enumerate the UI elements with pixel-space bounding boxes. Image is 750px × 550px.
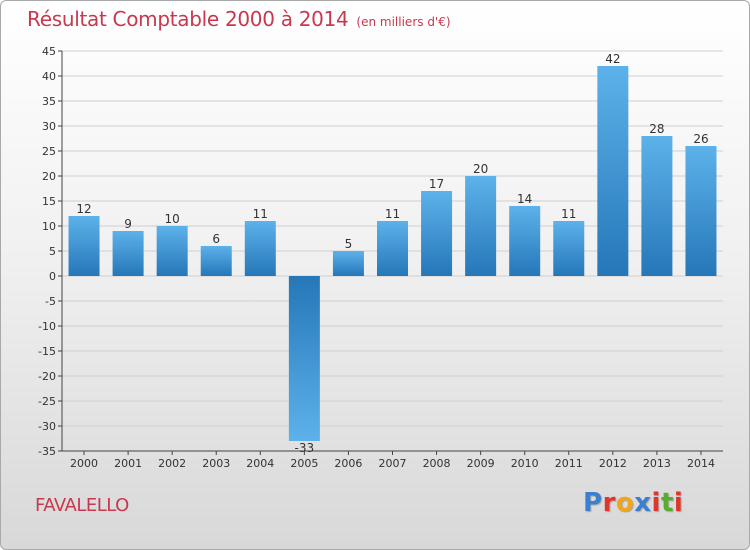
y-tick-label: 40 [42, 70, 56, 83]
x-tick-label: 2007 [379, 457, 407, 470]
chart-subtitle: (en milliers d'€) [356, 15, 451, 29]
y-tick-label: -15 [38, 345, 56, 358]
data-label: 17 [429, 177, 444, 191]
proxiti-logo: Proxiti [583, 488, 683, 518]
y-tick-label: -25 [38, 395, 56, 408]
y-tick-label: -30 [38, 420, 56, 433]
x-tick-label: 2002 [158, 457, 186, 470]
y-tick-label: 35 [42, 95, 56, 108]
x-tick-label: 2012 [599, 457, 627, 470]
bars [68, 66, 717, 441]
data-label: 9 [124, 217, 132, 231]
logo-letter: P [583, 488, 603, 518]
x-tick-label: 2000 [70, 457, 98, 470]
data-label: 11 [253, 207, 268, 221]
bar [112, 231, 144, 276]
data-label: 12 [76, 202, 91, 216]
x-tick-label: 2009 [467, 457, 495, 470]
logo-letter: x [634, 488, 652, 518]
y-tick-label: -35 [38, 445, 56, 458]
bar [200, 246, 232, 276]
bar [377, 221, 408, 276]
bar [332, 251, 364, 276]
y-tick-label: -10 [38, 320, 56, 333]
x-tick-label: 2014 [687, 457, 715, 470]
x-tick-label: 2011 [555, 457, 583, 470]
bar [641, 136, 673, 276]
x-tick-label: 2013 [643, 457, 671, 470]
logo-letter: r [602, 488, 616, 518]
bar [421, 191, 453, 276]
y-tick-label: -5 [45, 295, 56, 308]
data-label: 6 [212, 232, 220, 246]
y-tick-label: 30 [42, 120, 56, 133]
bar [685, 146, 717, 276]
x-tick-label: 2001 [114, 457, 142, 470]
data-label: 26 [693, 132, 708, 146]
bar [509, 206, 541, 276]
bar [156, 226, 188, 276]
commune-name: FAVALELLO [35, 495, 129, 516]
y-tick-label: 0 [49, 270, 56, 283]
logo-letter: i [673, 488, 684, 518]
axes: -35 -30 -25 -20 -15 -10 -5 0 5 10 15 20 25 30 35 40 45 20… [38, 45, 723, 470]
data-label: -33 [295, 441, 315, 455]
x-tick-label: 2003 [202, 457, 230, 470]
x-tick-label: 2004 [246, 457, 274, 470]
x-tick-label: 2006 [334, 457, 362, 470]
data-label: 28 [649, 122, 664, 136]
bar [553, 221, 585, 276]
bar [288, 276, 320, 441]
x-tick-label: 2008 [423, 457, 451, 470]
data-label: 42 [605, 52, 620, 66]
y-tick-label: 5 [49, 245, 56, 258]
x-tick-label: 2010 [511, 457, 539, 470]
logo-letter: o [615, 488, 635, 518]
title-row: Résultat Comptable 2000 à 2014 (en millie… [27, 7, 451, 31]
y-tick-label: 20 [42, 170, 56, 183]
data-label: 20 [473, 162, 488, 176]
bar [597, 66, 629, 276]
data-labels: 12 9 10 6 11 -33 5 11 17 20 14 11 42 28 26 [76, 52, 708, 455]
y-tick-label: 25 [42, 145, 56, 158]
x-tick-label: 2005 [290, 457, 318, 470]
y-tick-label: -20 [38, 370, 56, 383]
data-label: 10 [165, 212, 180, 226]
data-label: 11 [385, 207, 400, 221]
data-label: 14 [517, 192, 532, 206]
logo-letter: i [651, 488, 661, 518]
bar [244, 221, 276, 276]
y-tick-label: 15 [42, 195, 56, 208]
data-label: 5 [345, 237, 353, 251]
y-tick-label: 10 [42, 220, 56, 233]
logo-letter: t [660, 488, 674, 518]
data-label: 11 [561, 207, 576, 221]
bar [465, 176, 497, 276]
chart-title: Résultat Comptable 2000 à 2014 [27, 7, 349, 31]
y-tick-label: 45 [42, 45, 56, 58]
bar [68, 216, 100, 276]
